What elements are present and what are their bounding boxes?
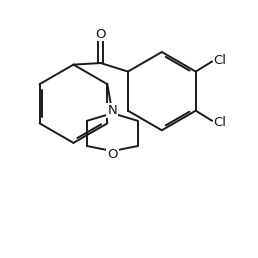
Text: Cl: Cl — [213, 116, 226, 128]
Text: Cl: Cl — [213, 54, 226, 67]
Text: O: O — [107, 148, 118, 161]
Text: O: O — [95, 28, 106, 41]
Text: N: N — [108, 104, 117, 117]
